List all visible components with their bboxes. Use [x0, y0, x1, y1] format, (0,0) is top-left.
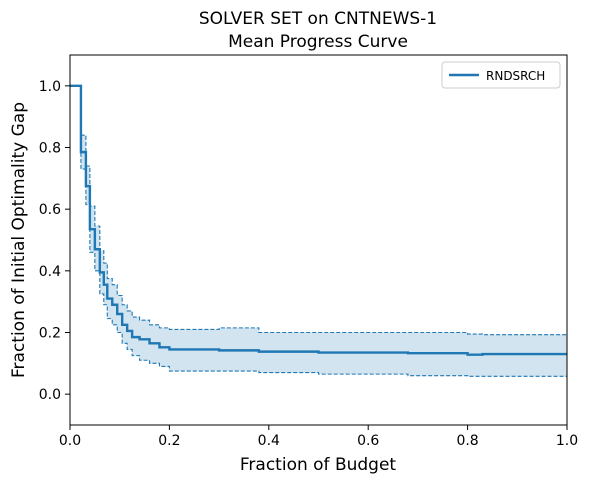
confidence-band-upper [70, 85, 567, 336]
legend-label: RNDSRCH [486, 69, 545, 83]
x-tick-label-0: 0.0 [59, 433, 81, 449]
y-axis-label: Fraction of Initial Optimality Gap [9, 102, 29, 378]
confidence-band-lower [70, 85, 567, 377]
plot-area: 0.0 0.2 0.4 0.6 0.8 1.0 0.0 0.2 0.4 0.6 0.8 1.0 RNDS… [39, 54, 578, 449]
x-tick-label-3: 0.6 [357, 433, 379, 449]
x-tick-label-5: 1.0 [556, 433, 578, 449]
y-tick-label-2: 0.4 [39, 264, 61, 280]
y-tick-label-4: 0.8 [39, 141, 61, 157]
x-tick-label-2: 0.4 [258, 433, 280, 449]
y-tick-label-3: 0.6 [39, 202, 61, 218]
series-line-0 [70, 84, 567, 356]
y-tick-label-5: 1.0 [39, 79, 61, 95]
x-axis-label: Fraction of Budget [240, 455, 397, 475]
x-tick-label-1: 0.2 [158, 433, 180, 449]
y-tick-label-0: 0.0 [39, 387, 61, 403]
legend-box [441, 61, 561, 89]
confidence-band-fill [70, 85, 567, 377]
chart-title: SOLVER SET on CNTNEWS-1 [199, 9, 437, 29]
y-tick-label-1: 0.2 [39, 326, 61, 342]
plot-frame [69, 54, 568, 426]
chart-subtitle: Mean Progress Curve [228, 32, 408, 52]
x-tick-label-4: 0.8 [456, 433, 478, 449]
